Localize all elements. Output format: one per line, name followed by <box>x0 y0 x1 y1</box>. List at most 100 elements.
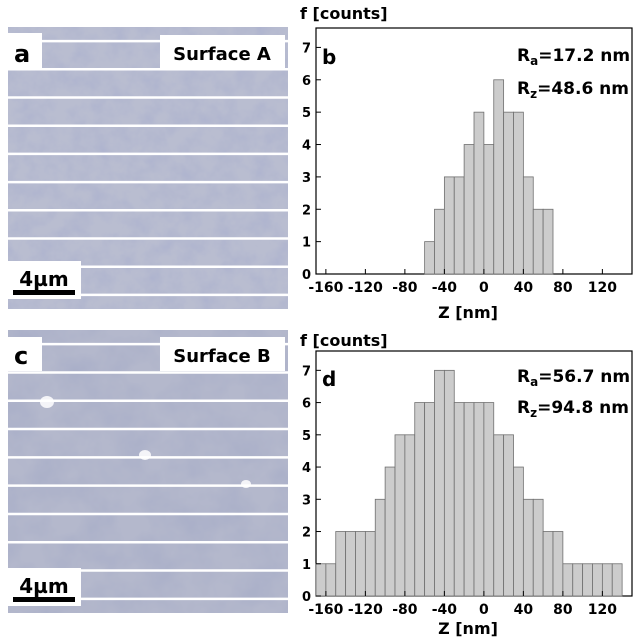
histogram-bar <box>315 563 327 597</box>
histogram-bar <box>453 176 465 275</box>
histogram-bar <box>522 176 534 275</box>
x-tick-label: 120 <box>588 602 617 618</box>
histogram-bar <box>424 402 435 597</box>
x-axis-label: Z [nm] <box>438 619 498 638</box>
y-tick-label: 4 <box>302 461 311 476</box>
panel-letter-b: b <box>322 45 336 69</box>
x-tick-label: 80 <box>553 280 573 296</box>
x-tick-label: -80 <box>392 602 418 618</box>
histogram-bar <box>601 563 613 597</box>
surface-title-a: Surface A <box>173 44 271 65</box>
panel-letter-box <box>8 337 42 371</box>
histogram-bar <box>473 111 485 275</box>
histogram-bar <box>443 176 455 275</box>
x-tick-label: -160 <box>308 280 343 296</box>
y-ticks-b: 0 1 2 3 4 5 6 7 <box>302 41 321 283</box>
bars-d <box>315 369 623 597</box>
x-tick-label: -40 <box>432 280 458 296</box>
image-panel-c: c Surface B 4µm <box>8 330 288 613</box>
histogram-bar <box>364 531 376 597</box>
roughness-rz: Rz=48.6 nm <box>517 79 629 101</box>
histogram-bar <box>374 498 386 597</box>
histogram-bar <box>542 208 554 275</box>
x-tick-label: 40 <box>514 280 534 296</box>
panel-letter-c: c <box>14 342 28 370</box>
y-tick-label: 5 <box>302 429 311 444</box>
surface-title-box <box>160 337 285 371</box>
histogram-bar <box>443 369 455 597</box>
roughness-ra: Ra=56.7 nm <box>517 367 630 389</box>
surface-title-box <box>160 35 285 69</box>
roughness-rz: Rz=94.8 nm <box>517 398 629 420</box>
x-tick-label: -40 <box>432 602 458 618</box>
histogram-bar <box>394 434 406 597</box>
scan-lines-a <box>8 39 288 297</box>
x-tick-label: 80 <box>553 602 573 618</box>
y-axis-label: f [counts] <box>300 331 388 350</box>
roughness-ra: Ra=17.2 nm <box>517 46 630 68</box>
x-ticks-d: -160 -120 -80 -40 0 40 80 120 <box>308 591 617 618</box>
x-tick-label: -120 <box>348 602 383 618</box>
y-tick-label: 0 <box>302 590 311 605</box>
y-tick-label: 7 <box>302 41 311 56</box>
surface-title-b: Surface B <box>173 346 271 367</box>
histogram-b: f [counts] 0 1 2 3 4 5 6 7 -160 -120 -80 -40 0 40 80 1… <box>300 4 633 322</box>
histogram-bar <box>473 402 485 597</box>
histogram-bar <box>335 531 347 597</box>
y-tick-label: 4 <box>302 139 311 154</box>
panel-letter-a: a <box>14 40 30 68</box>
scale-bar-label-a: 4µm <box>19 267 68 291</box>
y-ticks-d: 0 1 2 3 4 5 6 7 <box>302 364 321 605</box>
y-tick-label: 2 <box>302 526 311 541</box>
histogram-bar <box>503 111 514 275</box>
histogram-bar <box>483 144 495 275</box>
y-tick-label: 6 <box>302 74 311 89</box>
y-tick-label: 1 <box>302 236 311 251</box>
histogram-bar <box>404 434 416 597</box>
histogram-d: f [counts] 0 1 2 3 4 5 6 7 -160 -120 -80 -40 0 40 80 1… <box>300 331 633 638</box>
x-tick-label: -160 <box>308 602 343 618</box>
x-tick-label: 0 <box>479 280 489 296</box>
histogram-bar <box>532 208 544 275</box>
scale-bar-c <box>13 597 75 602</box>
y-tick-label: 0 <box>302 268 311 283</box>
y-tick-label: 2 <box>302 203 311 218</box>
histogram-bar <box>463 402 475 597</box>
histogram-bar <box>552 531 564 597</box>
histogram-bar <box>384 466 396 597</box>
histogram-bar <box>325 563 337 597</box>
histogram-bar <box>513 466 524 597</box>
histogram-bar <box>453 402 465 597</box>
y-tick-label: 5 <box>302 106 311 121</box>
surface-b-texture <box>8 330 288 613</box>
panel-letter-box <box>8 33 42 69</box>
histogram-bar <box>592 563 603 597</box>
bars-b <box>424 79 554 275</box>
scale-bar-a <box>13 290 75 295</box>
x-tick-label: -120 <box>348 280 383 296</box>
histogram-bar <box>503 434 514 597</box>
x-tick-label: 0 <box>479 602 489 618</box>
histogram-bar <box>582 563 593 597</box>
histogram-bar <box>355 531 366 597</box>
y-tick-label: 3 <box>302 171 311 186</box>
histogram-bar <box>424 241 435 275</box>
histogram-bar <box>434 208 445 275</box>
y-tick-label: 1 <box>302 558 311 573</box>
y-tick-label: 3 <box>302 493 311 508</box>
histogram-bar <box>611 563 623 597</box>
histogram-bar <box>493 79 505 275</box>
y-axis-label: f [counts] <box>300 4 388 23</box>
histogram-bar <box>463 144 475 275</box>
image-panel-a: a Surface A 4µm <box>8 27 288 309</box>
histogram-bar <box>572 563 584 597</box>
histogram-bar <box>522 498 534 597</box>
x-ticks-b: -160 -120 -80 -40 0 40 80 120 <box>308 269 617 296</box>
histogram-bar <box>493 434 505 597</box>
histogram-bar <box>562 563 574 597</box>
histogram-bar <box>483 402 495 597</box>
x-tick-label: -80 <box>392 280 418 296</box>
histogram-bar <box>542 531 554 597</box>
x-tick-label: 40 <box>514 602 534 618</box>
